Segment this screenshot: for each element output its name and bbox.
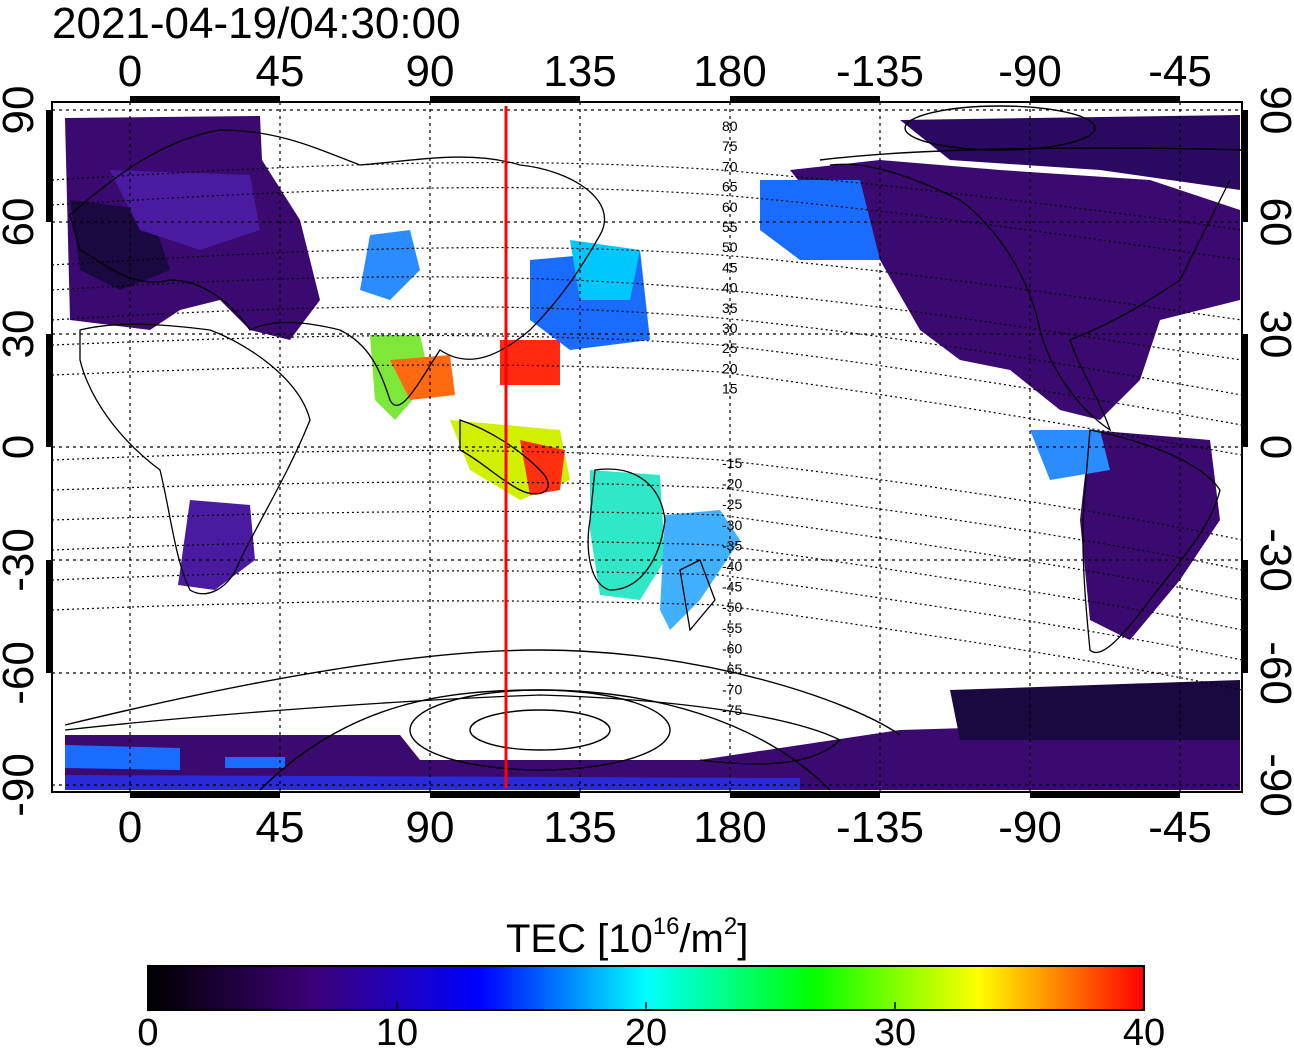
contour-label: 40 — [722, 280, 738, 296]
bottom-longitude-tick: 45 — [255, 803, 305, 852]
top-longitude-tick: -45 — [1148, 47, 1212, 96]
colorbar-label-unit: /m — [679, 917, 724, 961]
top-longitude-tick: 0 — [117, 47, 143, 96]
colorbar-tick-label: 10 — [375, 1012, 419, 1054]
contour-label: 35 — [722, 300, 738, 316]
contour-label: 80 — [722, 118, 738, 134]
top-longitude-tick: 135 — [543, 47, 617, 96]
bottom-longitude-tick: -135 — [835, 803, 925, 852]
bottom-longitude-tick: 135 — [543, 803, 617, 852]
contour-label: -30 — [722, 517, 742, 533]
contour-label: -55 — [722, 620, 742, 636]
top-longitude-tick: -135 — [835, 47, 925, 96]
colorbar-tick-marks — [147, 1002, 1145, 1010]
colorbar-tick-label: 40 — [1122, 1012, 1166, 1054]
contour-label: -60 — [722, 640, 742, 656]
top-longitude-tick: 45 — [255, 47, 305, 96]
contour-label: -70 — [722, 682, 742, 698]
contour-labels-north: 80 75 70 65 60 55 50 45 40 35 30 25 20 15 — [722, 118, 738, 397]
colorbar-tick-label: 0 — [137, 1012, 159, 1054]
contour-label: -40 — [722, 558, 742, 574]
contour-label: 45 — [722, 259, 738, 275]
bottom-longitude-tick: -45 — [1148, 803, 1212, 852]
timestamp: 2021-04-19/04:30:00 — [52, 0, 461, 48]
contour-label: -65 — [722, 661, 742, 677]
top-longitude-tick: 180 — [693, 47, 767, 96]
bottom-longitude-tick: -90 — [998, 803, 1062, 852]
contour-label: 55 — [722, 219, 738, 235]
bottom-longitude-tick: 90 — [405, 803, 455, 852]
colorbar-tick-label: 20 — [624, 1012, 668, 1054]
top-longitude-tick: -90 — [998, 47, 1062, 96]
contour-label: -45 — [722, 579, 742, 595]
bottom-longitude-tick: 0 — [117, 803, 143, 852]
coastlines — [64, 129, 1231, 765]
contour-label: -15 — [722, 455, 742, 471]
contour-label: -50 — [722, 599, 742, 615]
top-longitude-tick: 90 — [405, 47, 455, 96]
polar-contours — [64, 105, 1242, 791]
colorbar-label: TEC [1016/m2] — [506, 905, 748, 961]
colorbar-label-suffix: ] — [737, 917, 749, 961]
contour-label: 20 — [722, 360, 738, 376]
contour-label: 70 — [722, 158, 738, 174]
contour-label: 60 — [722, 199, 738, 215]
frame-tick-marks — [46, 96, 1248, 798]
graticule — [52, 102, 1242, 792]
contour-label: 15 — [722, 381, 738, 397]
contour-label: 75 — [722, 138, 738, 154]
colorbar-tick-label: 30 — [873, 1012, 917, 1054]
contour-label: 30 — [722, 320, 738, 336]
contour-label: -20 — [722, 476, 742, 492]
colorbar-label-exponent: 16 — [652, 913, 680, 940]
contour-label: -25 — [722, 496, 742, 512]
contour-label: -35 — [722, 537, 742, 553]
colorbar-label-exponent2: 2 — [723, 913, 738, 940]
colorbar-label-prefix: TEC [10 — [506, 917, 653, 961]
contour-label: 50 — [722, 239, 738, 255]
magnetic-latitude-contours — [52, 161, 1242, 691]
bottom-longitude-tick: 180 — [693, 803, 767, 852]
tec-data-layer — [65, 115, 1240, 790]
contour-label: 65 — [722, 179, 738, 195]
contour-label: 25 — [722, 340, 738, 356]
contour-label: -75 — [722, 702, 742, 718]
contour-labels-south: -15 -20 -25 -30 -35 -40 -45 -50 -55 -60 -65 -70 -75 — [722, 455, 742, 718]
